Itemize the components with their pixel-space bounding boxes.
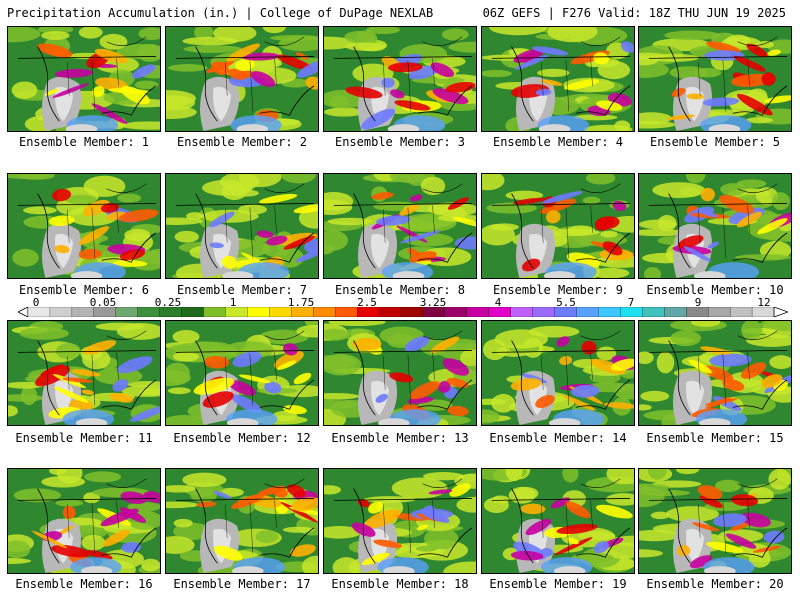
legend-tick-label: 0 [32, 296, 40, 309]
legend-swatch [729, 307, 753, 317]
ensemble-member-label: Ensemble Member: 18 [331, 577, 469, 591]
ensemble-member-map [7, 320, 161, 426]
legend-swatch [225, 307, 248, 317]
legend-swatch [422, 307, 446, 317]
ensemble-member-map [481, 468, 635, 574]
ensemble-member-label: Ensemble Member: 3 [334, 135, 466, 149]
map-title: Precipitation Accumulation (in.) | Colle… [7, 6, 434, 20]
legend-swatch [642, 307, 665, 317]
legend-swatch [488, 307, 512, 317]
ensemble-member-map [638, 173, 792, 279]
legend-swatch [554, 307, 577, 317]
ensemble-member-label: Ensemble Member: 8 [334, 283, 466, 297]
ensemble-member-map [323, 320, 477, 426]
legend-swatch [313, 307, 336, 317]
legend-swatch [708, 307, 731, 317]
legend-swatch [27, 307, 51, 317]
ensemble-member-label: Ensemble Member: 12 [173, 431, 311, 445]
legend-tick-label: 3.25 [419, 296, 447, 309]
legend-swatch [335, 307, 358, 317]
legend-tick-label: 0.25 [154, 296, 182, 309]
legend-swatch [291, 307, 314, 317]
ensemble-member-label: Ensemble Member: 7 [176, 283, 308, 297]
legend-tick-label: 9 [694, 296, 702, 309]
legend-tick-label: 5.5 [556, 296, 576, 309]
legend-swatch [378, 307, 402, 317]
ensemble-member-label: Ensemble Member: 19 [489, 577, 627, 591]
ensemble-member-map [165, 468, 319, 574]
ensemble-member-map [481, 26, 635, 132]
legend-swatch [71, 307, 95, 317]
ensemble-member-map [165, 320, 319, 426]
ensemble-member-label: Ensemble Member: 13 [331, 431, 469, 445]
legend-swatch [400, 307, 424, 317]
legend-swatch [598, 307, 621, 317]
precip-color-legend [18, 307, 788, 317]
legend-swatch [466, 307, 490, 317]
legend-tick-label: 4 [494, 296, 502, 309]
legend-tick-label: 2.5 [357, 296, 377, 309]
legend-swatch [49, 307, 73, 317]
legend-swatch [620, 307, 643, 317]
legend-swatch [510, 307, 534, 317]
ensemble-member-label: Ensemble Member: 15 [646, 431, 784, 445]
ensemble-member-label: Ensemble Member: 14 [489, 431, 627, 445]
ensemble-member-map [323, 26, 477, 132]
ensemble-member-map [165, 173, 319, 279]
ensemble-member-label: Ensemble Member: 17 [173, 577, 311, 591]
legend-swatch [751, 307, 775, 317]
legend-swatch [203, 307, 226, 317]
legend-swatch [576, 307, 599, 317]
legend-swatch [444, 307, 468, 317]
ensemble-member-map [7, 26, 161, 132]
ensemble-member-label: Ensemble Member: 11 [15, 431, 153, 445]
ensemble-member-label: Ensemble Member: 2 [176, 135, 308, 149]
ensemble-member-map [323, 173, 477, 279]
ensemble-member-map [7, 173, 161, 279]
legend-tick-labels: 0 0.05 0.25 1 1.75 2.5 3.25 4 5.5 7 9 12 [0, 296, 800, 309]
legend-swatch [247, 307, 270, 317]
legend-swatch [686, 307, 709, 317]
ensemble-member-map [638, 320, 792, 426]
ensemble-member-map [481, 320, 635, 426]
legend-swatch [532, 307, 556, 317]
legend-tick-label: 1.75 [287, 296, 315, 309]
legend-swatch [115, 307, 139, 317]
ensemble-member-label: Ensemble Member: 5 [649, 135, 781, 149]
ensemble-member-label: Ensemble Member: 4 [492, 135, 624, 149]
legend-swatch [159, 307, 183, 317]
ensemble-member-label: Ensemble Member: 1 [18, 135, 150, 149]
ensemble-member-map [638, 468, 792, 574]
ensemble-member-label: Ensemble Member: 9 [492, 283, 624, 297]
legend-tick-label: 12 [757, 296, 771, 309]
run-valid-time: 06Z GEFS | F276 Valid: 18Z THU JUN 19 20… [482, 6, 786, 20]
legend-tick-label: 7 [627, 296, 635, 309]
ensemble-member-map [7, 468, 161, 574]
legend-tick-label: 1 [229, 296, 237, 309]
ensemble-member-map [481, 173, 635, 279]
ensemble-member-map [165, 26, 319, 132]
ensemble-member-label: Ensemble Member: 6 [18, 283, 150, 297]
legend-swatch [664, 307, 687, 317]
ensemble-member-map [638, 26, 792, 132]
legend-swatch [356, 307, 380, 317]
ensemble-member-label: Ensemble Member: 10 [646, 283, 784, 297]
legend-swatch [269, 307, 292, 317]
legend-swatch [93, 307, 117, 317]
legend-swatch [137, 307, 161, 317]
ensemble-member-label: Ensemble Member: 20 [646, 577, 784, 591]
ensemble-member-label: Ensemble Member: 16 [15, 577, 153, 591]
legend-tick-label: 0.05 [89, 296, 117, 309]
legend-swatch [181, 307, 204, 317]
ensemble-member-map [323, 468, 477, 574]
